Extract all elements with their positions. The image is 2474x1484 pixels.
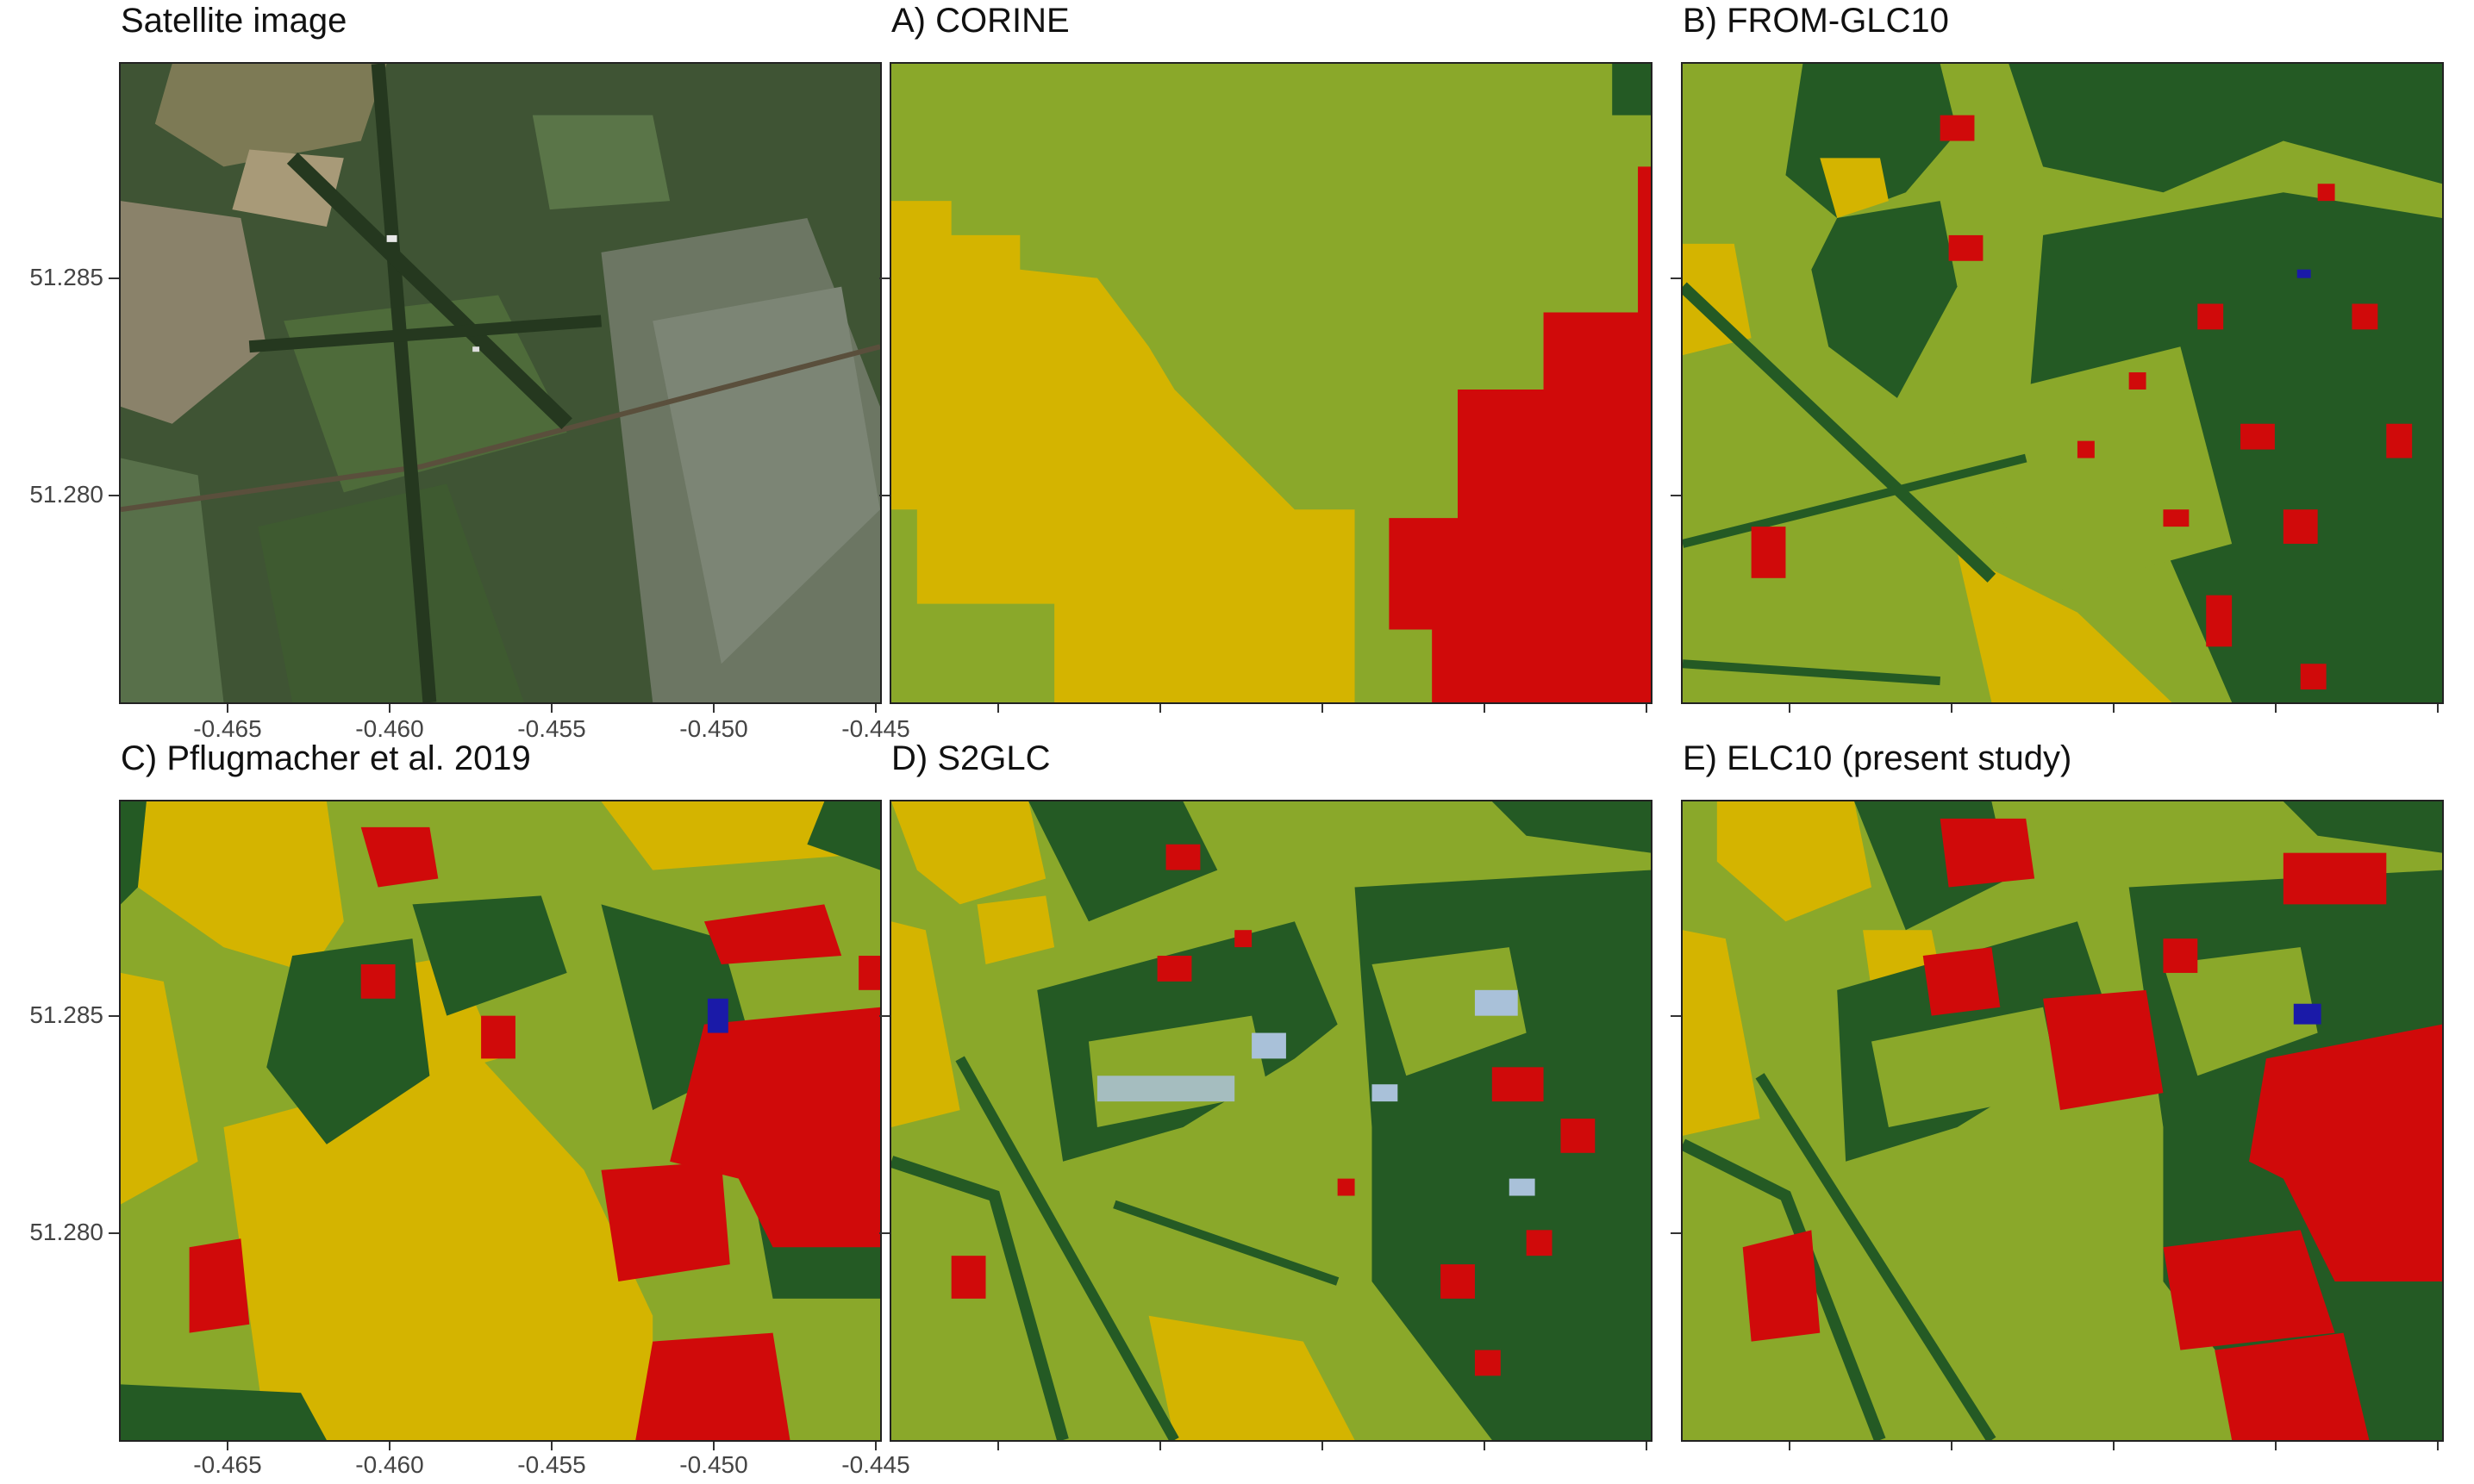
- x-tick: [227, 1442, 228, 1450]
- x-tick: [1321, 704, 1323, 713]
- x-tick: [1789, 704, 1790, 713]
- x-tick: [389, 704, 390, 713]
- y-tick-label-top-2: 51.280: [29, 481, 103, 508]
- x-tick-label-bottom-3: -0.455: [517, 1451, 586, 1478]
- y-tick: [879, 495, 890, 496]
- map-panel-pflugmacher: [119, 800, 882, 1442]
- y-tick: [879, 1232, 890, 1234]
- map-panel-corine: [890, 62, 1652, 704]
- x-tick: [1646, 704, 1647, 713]
- x-tick: [1789, 1442, 1790, 1450]
- map-panel-fromglc10: [1681, 62, 2444, 704]
- x-tick: [997, 704, 999, 713]
- x-tick-label-top-2: -0.460: [355, 715, 424, 742]
- x-tick: [2275, 704, 2277, 713]
- x-tick: [227, 704, 228, 713]
- y-tick-label-top-1: 51.285: [29, 264, 103, 290]
- x-tick: [2437, 1442, 2439, 1450]
- y-tick-label-bottom-1: 51.285: [29, 1001, 103, 1028]
- y-tick: [879, 1015, 890, 1017]
- y-tick: [109, 1232, 119, 1234]
- map-panel-satellite: [119, 62, 882, 704]
- x-tick: [1484, 1442, 1485, 1450]
- x-tick-label-top-4: -0.450: [679, 715, 748, 742]
- y-tick: [1671, 277, 1681, 279]
- panel-title-s2glc: D) S2GLC: [891, 739, 1051, 777]
- x-tick: [1159, 1442, 1161, 1450]
- x-tick: [389, 1442, 390, 1450]
- x-tick: [1951, 1442, 1952, 1450]
- x-tick: [1951, 704, 1952, 713]
- x-tick: [1646, 1442, 1647, 1450]
- y-tick: [109, 1015, 119, 1017]
- corine-map: [891, 64, 1651, 702]
- x-tick: [551, 704, 553, 713]
- x-tick: [2113, 704, 2115, 713]
- elc10-map: [1683, 801, 2442, 1440]
- y-tick: [109, 495, 119, 496]
- y-tick: [1671, 495, 1681, 496]
- panel-title-fromglc10: B) FROM-GLC10: [1683, 2, 1949, 40]
- x-tick: [875, 1442, 877, 1450]
- x-tick-label-top-3: -0.455: [517, 715, 586, 742]
- x-tick-label-top-5: -0.445: [841, 715, 910, 742]
- y-tick: [879, 277, 890, 279]
- x-tick: [2437, 704, 2439, 713]
- fromglc10-map: [1683, 64, 2442, 702]
- satellite-map: [121, 64, 880, 702]
- x-tick: [713, 704, 715, 713]
- x-tick: [551, 1442, 553, 1450]
- x-tick: [1159, 704, 1161, 713]
- x-tick: [997, 1442, 999, 1450]
- x-tick: [875, 704, 877, 713]
- y-tick-label-bottom-2: 51.280: [29, 1219, 103, 1245]
- panel-title-satellite: Satellite image: [121, 2, 347, 40]
- x-tick-label-bottom-4: -0.450: [679, 1451, 748, 1478]
- x-tick: [1321, 1442, 1323, 1450]
- x-tick-label-bottom-2: -0.460: [355, 1451, 424, 1478]
- x-tick: [2113, 1442, 2115, 1450]
- y-tick: [109, 277, 119, 279]
- x-tick: [2275, 1442, 2277, 1450]
- panel-title-corine: A) CORINE: [891, 2, 1070, 40]
- y-tick: [1671, 1015, 1681, 1017]
- panel-title-pflugmacher: C) Pflugmacher et al. 2019: [121, 739, 531, 777]
- map-panel-s2glc: [890, 800, 1652, 1442]
- x-tick-label-bottom-5: -0.445: [841, 1451, 910, 1478]
- y-tick: [1671, 1232, 1681, 1234]
- x-tick: [1484, 704, 1485, 713]
- map-panel-elc10: [1681, 800, 2444, 1442]
- x-tick-label-bottom-1: -0.465: [193, 1451, 262, 1478]
- s2glc-map: [891, 801, 1651, 1440]
- pflugmacher-map: [121, 801, 880, 1440]
- x-tick: [713, 1442, 715, 1450]
- x-tick-label-top-1: -0.465: [193, 715, 262, 742]
- panel-title-elc10: E) ELC10 (present study): [1683, 739, 2072, 777]
